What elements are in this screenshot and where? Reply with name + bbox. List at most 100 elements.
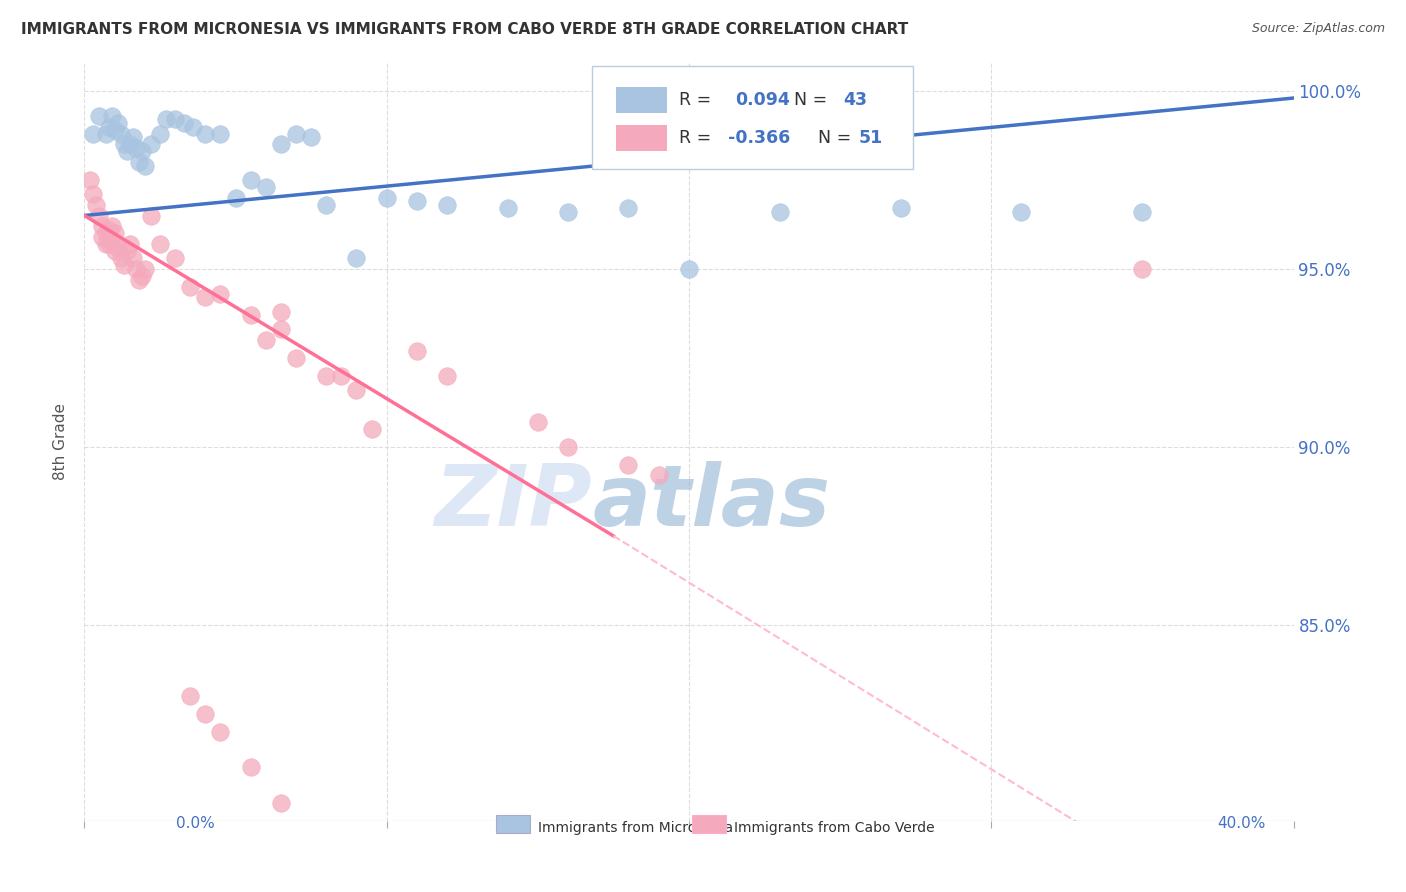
Point [131, 145, 153, 159]
Point [239, 173, 262, 187]
Point [617, 458, 640, 472]
Point [82, 127, 104, 141]
Point [110, 251, 132, 265]
Point [346, 251, 368, 265]
Point [225, 191, 247, 205]
Point [155, 112, 177, 127]
Point [299, 130, 322, 145]
FancyBboxPatch shape [616, 126, 668, 151]
Point [100, 219, 122, 234]
Point [165, 112, 187, 127]
Point [110, 127, 132, 141]
Text: N =: N = [783, 91, 832, 109]
Point [890, 202, 912, 216]
Point [496, 202, 519, 216]
Point [270, 137, 292, 152]
Point [82, 187, 104, 202]
Point [118, 137, 141, 152]
Text: N =: N = [807, 128, 858, 146]
Point [678, 261, 700, 276]
Point [330, 368, 353, 383]
Point [128, 155, 150, 169]
Point [104, 244, 127, 259]
Point [1130, 261, 1153, 276]
Point [107, 241, 129, 255]
Point [239, 308, 262, 322]
Point [346, 383, 368, 397]
Text: Immigrants from Cabo Verde: Immigrants from Cabo Verde [699, 821, 935, 835]
Text: R =: R = [679, 128, 717, 146]
Point [360, 422, 382, 436]
Point [89, 109, 111, 123]
Point [86, 198, 108, 212]
Point [107, 116, 129, 130]
Point [254, 333, 277, 347]
Text: 51: 51 [858, 128, 883, 146]
Point [194, 290, 217, 304]
Point [118, 237, 141, 252]
Point [209, 724, 232, 739]
Point [112, 258, 135, 272]
Point [94, 237, 117, 252]
Text: 40.0%: 40.0% [1218, 816, 1265, 831]
Point [104, 123, 127, 137]
Text: Source: ZipAtlas.com: Source: ZipAtlas.com [1251, 22, 1385, 36]
Point [121, 130, 143, 145]
Point [270, 322, 292, 336]
Text: 0.0%: 0.0% [176, 816, 215, 831]
FancyBboxPatch shape [592, 66, 912, 169]
Point [436, 368, 458, 383]
Point [125, 141, 148, 155]
Point [239, 760, 262, 774]
Point [179, 279, 201, 293]
Point [285, 351, 308, 365]
Point [94, 127, 117, 141]
Text: atlas: atlas [592, 460, 831, 544]
Point [139, 137, 162, 152]
Point [125, 261, 148, 276]
Point [97, 120, 120, 134]
Point [181, 120, 204, 134]
Point [315, 368, 337, 383]
Text: 0.094: 0.094 [735, 91, 790, 109]
Point [115, 145, 138, 159]
Point [1011, 205, 1033, 219]
Point [557, 205, 579, 219]
Point [315, 198, 337, 212]
Text: R =: R = [679, 91, 723, 109]
Text: -0.366: -0.366 [728, 128, 790, 146]
Point [527, 415, 550, 429]
FancyBboxPatch shape [616, 87, 668, 113]
Point [112, 137, 135, 152]
Point [100, 234, 122, 248]
Point [209, 286, 232, 301]
Point [134, 159, 156, 173]
Point [134, 261, 156, 276]
Point [769, 205, 792, 219]
Point [149, 237, 172, 252]
Text: 43: 43 [844, 91, 868, 109]
Point [375, 191, 398, 205]
Text: Immigrants from Micronesia: Immigrants from Micronesia [503, 821, 733, 835]
Point [254, 180, 277, 194]
Y-axis label: 8th Grade: 8th Grade [53, 403, 69, 480]
Point [209, 127, 232, 141]
Point [91, 219, 114, 234]
Point [100, 109, 122, 123]
Point [436, 198, 458, 212]
Text: IMMIGRANTS FROM MICRONESIA VS IMMIGRANTS FROM CABO VERDE 8TH GRADE CORRELATION C: IMMIGRANTS FROM MICRONESIA VS IMMIGRANTS… [21, 22, 908, 37]
Point [165, 251, 187, 265]
Point [557, 440, 579, 454]
Point [270, 304, 292, 318]
Point [97, 237, 120, 252]
Point [104, 227, 127, 241]
Point [406, 343, 429, 358]
Point [115, 244, 138, 259]
Point [173, 116, 195, 130]
Point [285, 127, 308, 141]
Point [89, 209, 111, 223]
Point [194, 127, 217, 141]
Point [97, 223, 120, 237]
Point [121, 251, 143, 265]
Point [128, 272, 150, 286]
